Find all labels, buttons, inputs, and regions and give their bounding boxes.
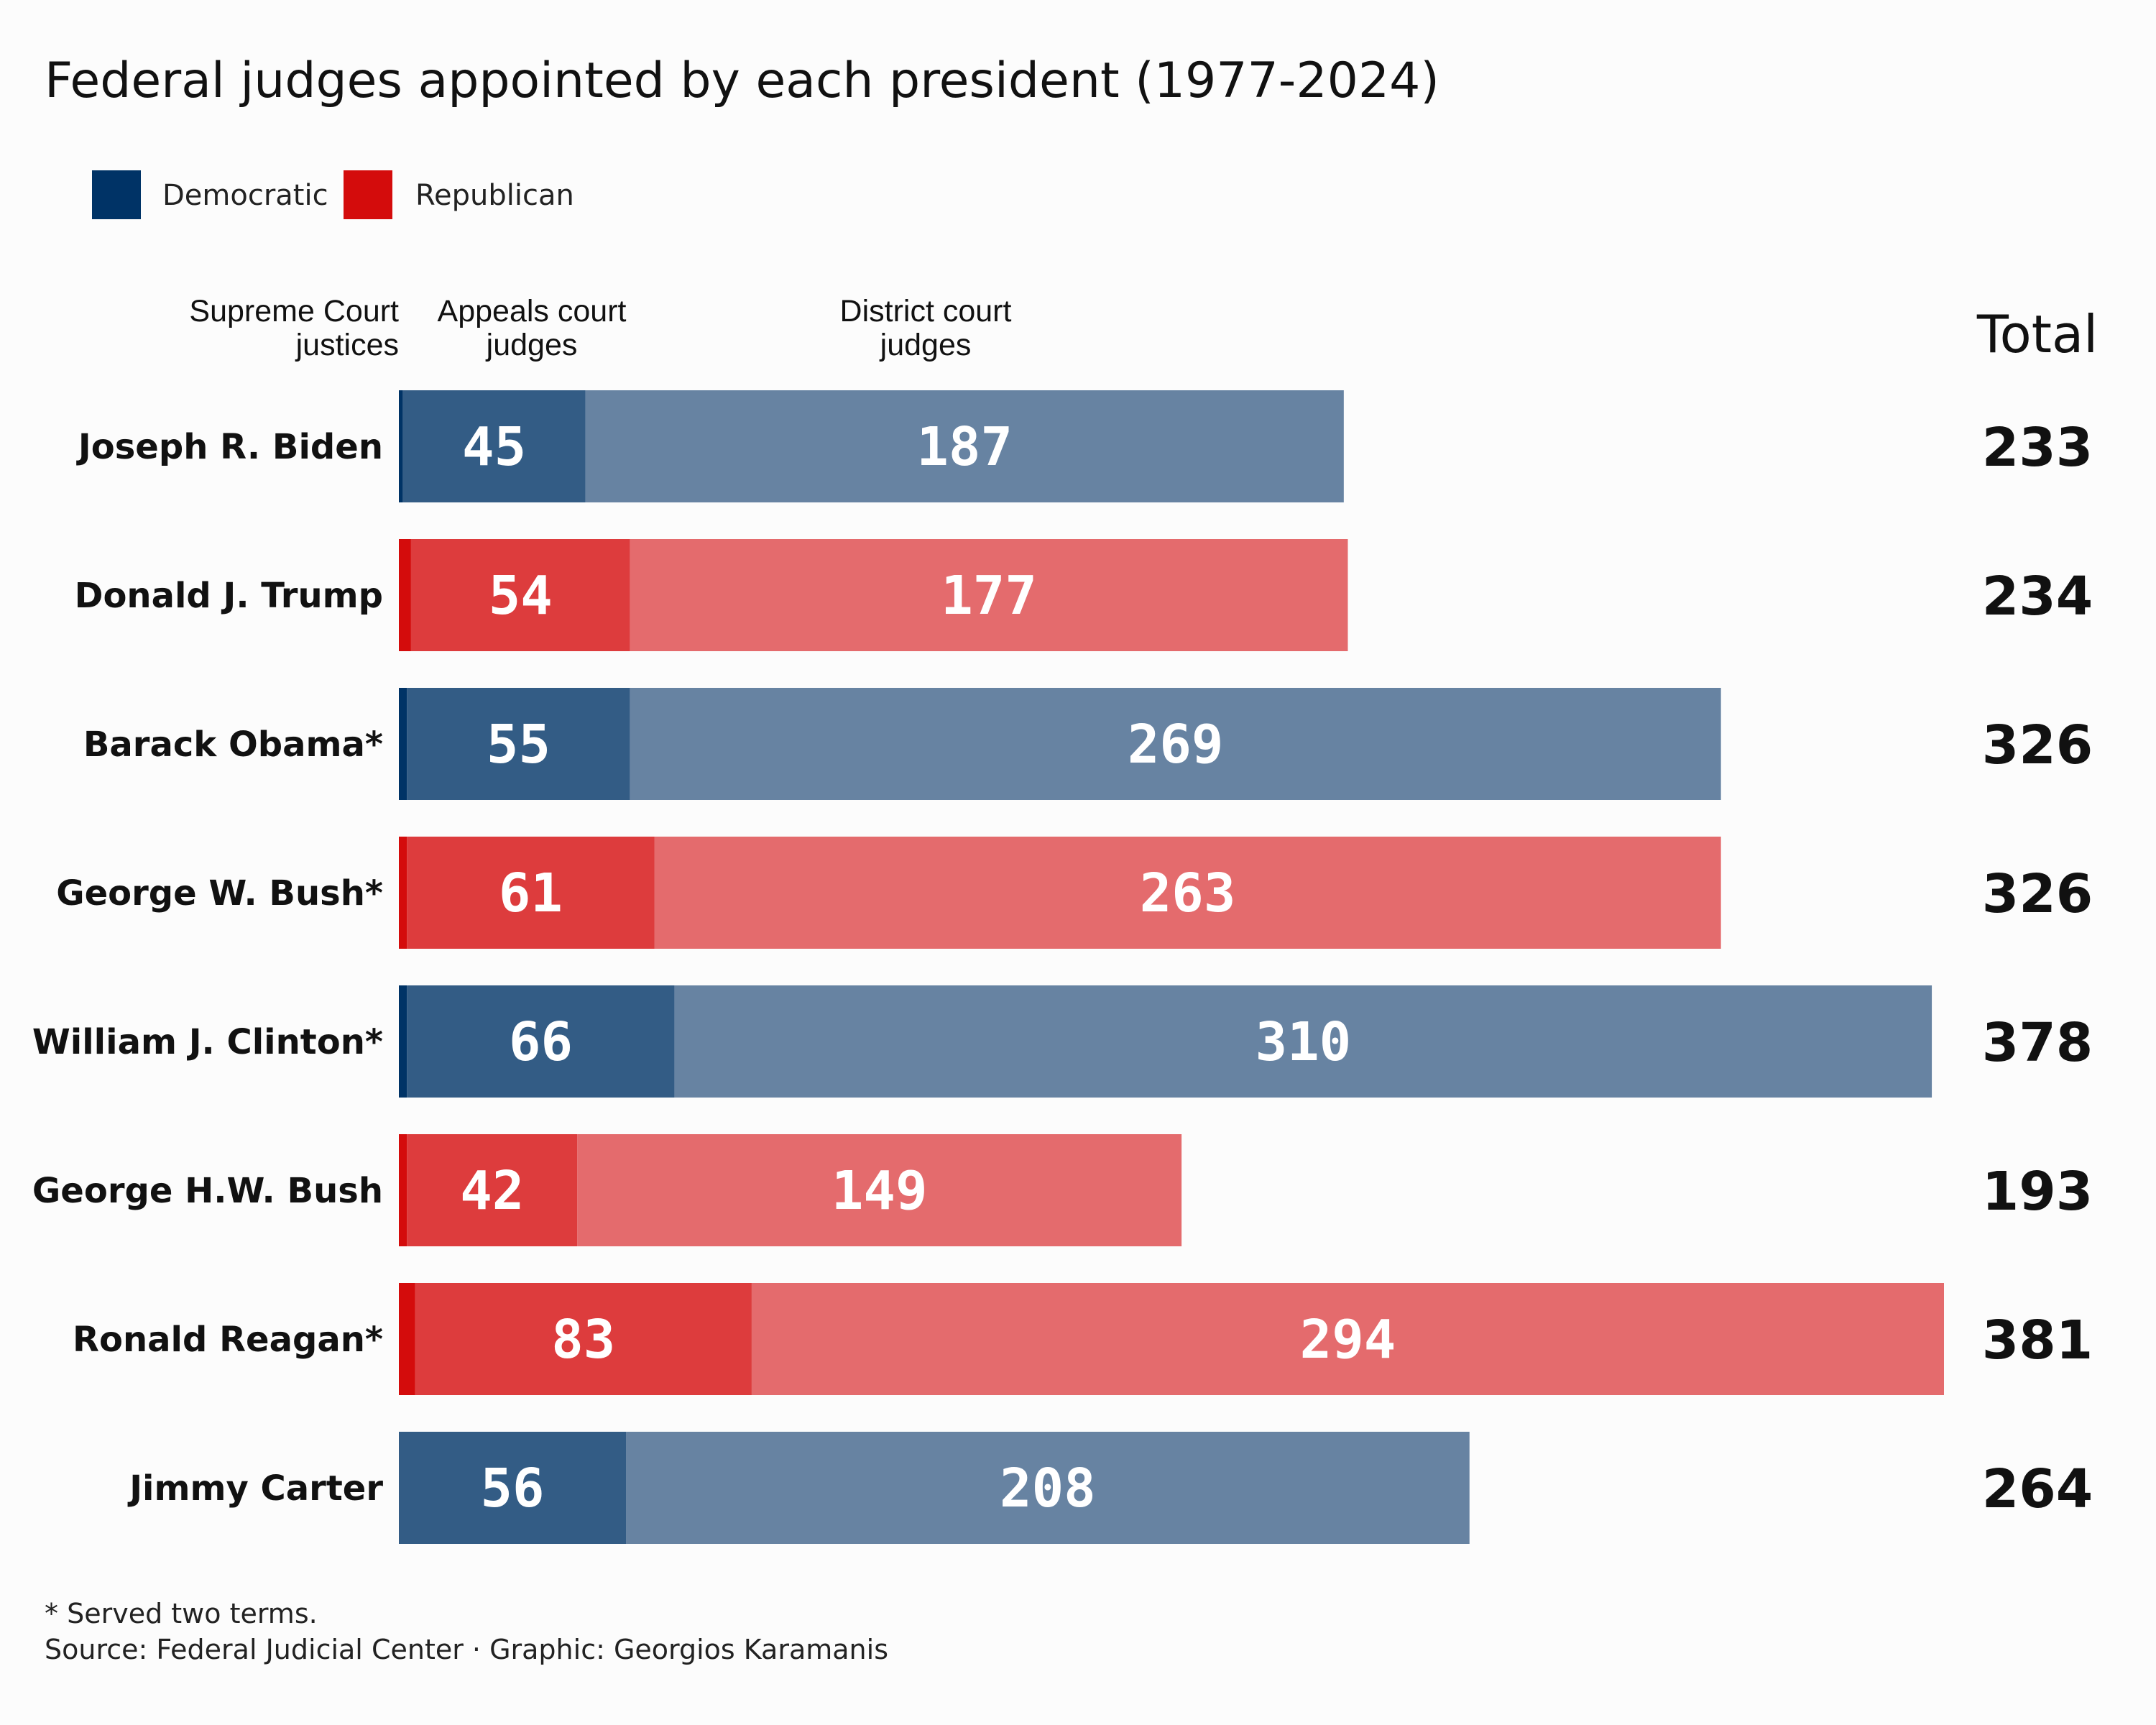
bar-label-appeals-joseph-r-biden: 45 bbox=[462, 416, 526, 478]
bar-label-appeals-donald-j-trump: 54 bbox=[489, 565, 553, 627]
bar-row-ronald-reagan: Ronald Reagan* 83 294 381 bbox=[73, 1283, 2093, 1395]
bar-supreme-donald-j-trump bbox=[399, 539, 411, 651]
bar-district-donald-j-trump bbox=[630, 539, 1348, 651]
header-appeals-line1: Appeals court bbox=[438, 294, 627, 328]
header-supreme-line2: justices bbox=[295, 328, 399, 362]
bar-label-appeals-william-j-clinton: 66 bbox=[509, 1011, 573, 1073]
bar-row-donald-j-trump: Donald J. Trump 54 177 234 bbox=[75, 539, 2093, 651]
row-label-george-w-bush: George W. Bush* bbox=[56, 873, 383, 914]
total-label-jimmy-carter: 264 bbox=[1982, 1458, 2093, 1520]
total-label-barack-obama: 326 bbox=[1982, 714, 2093, 776]
bar-district-jimmy-carter bbox=[626, 1432, 1470, 1544]
bar-appeals-william-j-clinton bbox=[407, 985, 675, 1098]
bar-district-george-w-bush bbox=[654, 837, 1721, 949]
bar-label-district-joseph-r-biden: 187 bbox=[916, 416, 1013, 478]
bar-appeals-george-w-bush bbox=[407, 837, 655, 949]
bar-supreme-joseph-r-biden bbox=[399, 390, 403, 502]
bar-label-appeals-ronald-reagan: 83 bbox=[551, 1309, 615, 1371]
bar-row-william-j-clinton: William J. Clinton* 66 310 378 bbox=[32, 985, 2093, 1098]
bar-appeals-barack-obama bbox=[407, 688, 630, 800]
bar-district-william-j-clinton bbox=[674, 985, 1932, 1098]
bar-appeals-ronald-reagan bbox=[415, 1283, 752, 1395]
header-supreme-line1: Supreme Court bbox=[189, 294, 399, 328]
row-label-jimmy-carter: Jimmy Carter bbox=[127, 1468, 383, 1509]
bar-label-district-jimmy-carter: 208 bbox=[1000, 1458, 1096, 1519]
bar-supreme-william-j-clinton bbox=[399, 985, 407, 1098]
bar-row-george-w-bush: George W. Bush* 61 263 326 bbox=[56, 837, 2093, 949]
total-label-donald-j-trump: 234 bbox=[1982, 566, 2093, 627]
footnote-source: Source: Federal Judicial Center · Graphi… bbox=[45, 1634, 888, 1665]
row-label-barack-obama: Barack Obama* bbox=[83, 724, 383, 765]
bar-appeals-jimmy-carter bbox=[399, 1432, 627, 1544]
bar-appeals-george-h-w-bush bbox=[407, 1134, 578, 1246]
bar-label-appeals-jimmy-carter: 56 bbox=[480, 1458, 544, 1519]
footnotes: * Served two terms. Source: Federal Judi… bbox=[45, 1598, 888, 1665]
legend: Democratic Republican bbox=[92, 170, 574, 219]
row-label-ronald-reagan: Ronald Reagan* bbox=[73, 1320, 383, 1360]
row-label-donald-j-trump: Donald J. Trump bbox=[75, 576, 383, 616]
bar-appeals-donald-j-trump bbox=[410, 539, 630, 651]
total-label-joseph-r-biden: 233 bbox=[1982, 417, 2093, 479]
legend-label-republican: Republican bbox=[415, 179, 574, 212]
bar-label-district-george-h-w-bush: 149 bbox=[831, 1160, 928, 1222]
total-label-george-w-bush: 326 bbox=[1982, 863, 2093, 925]
column-headers: Supreme Court justices Appeals court jud… bbox=[189, 294, 2098, 364]
bar-district-george-h-w-bush bbox=[577, 1134, 1182, 1246]
legend-swatch-democratic bbox=[92, 170, 141, 219]
bars: Joseph R. Biden 45 187 233 Donald J. Trump 54… bbox=[32, 390, 2093, 1544]
bar-label-district-barack-obama: 269 bbox=[1128, 714, 1224, 776]
total-label-ronald-reagan: 381 bbox=[1982, 1310, 2093, 1371]
bar-label-district-donald-j-trump: 177 bbox=[941, 565, 1037, 627]
legend-label-democratic: Democratic bbox=[162, 179, 328, 212]
row-label-joseph-r-biden: Joseph R. Biden bbox=[76, 427, 383, 467]
chart-title: Federal judges appointed by each preside… bbox=[45, 52, 1439, 109]
bar-row-barack-obama: Barack Obama* 55 269 326 bbox=[83, 688, 2093, 800]
legend-swatch-republican bbox=[344, 170, 392, 219]
bar-supreme-ronald-reagan bbox=[399, 1283, 415, 1395]
bar-label-appeals-george-w-bush: 61 bbox=[499, 862, 563, 924]
header-district-line1: District court bbox=[840, 294, 1012, 328]
bar-label-appeals-barack-obama: 55 bbox=[487, 714, 550, 776]
footnote-two-terms: * Served two terms. bbox=[45, 1598, 318, 1629]
bar-row-joseph-r-biden: Joseph R. Biden 45 187 233 bbox=[76, 390, 2093, 502]
bar-label-district-william-j-clinton: 310 bbox=[1256, 1011, 1352, 1073]
bar-supreme-barack-obama bbox=[399, 688, 407, 800]
header-appeals-line2: judges bbox=[485, 328, 578, 362]
bar-row-george-h-w-bush: George H.W. Bush 42 149 193 bbox=[32, 1134, 2093, 1246]
bar-district-joseph-r-biden bbox=[585, 390, 1344, 502]
header-district-line2: judges bbox=[879, 328, 972, 362]
bar-label-appeals-george-h-w-bush: 42 bbox=[460, 1160, 524, 1222]
bar-row-jimmy-carter: Jimmy Carter 56 208 264 bbox=[127, 1432, 2093, 1544]
bar-label-district-ronald-reagan: 294 bbox=[1300, 1309, 1396, 1371]
bar-supreme-george-w-bush bbox=[399, 837, 407, 949]
header-total: Total bbox=[1976, 304, 2098, 364]
row-label-william-j-clinton: William J. Clinton* bbox=[32, 1022, 383, 1062]
bar-label-district-george-w-bush: 263 bbox=[1140, 862, 1236, 924]
row-label-george-h-w-bush: George H.W. Bush bbox=[32, 1171, 383, 1211]
bar-supreme-george-h-w-bush bbox=[399, 1134, 407, 1246]
total-label-william-j-clinton: 378 bbox=[1982, 1012, 2093, 1074]
bar-district-ronald-reagan bbox=[751, 1283, 1944, 1395]
bar-appeals-joseph-r-biden bbox=[402, 390, 586, 502]
bar-district-barack-obama bbox=[630, 688, 1721, 800]
total-label-george-h-w-bush: 193 bbox=[1982, 1161, 2093, 1223]
